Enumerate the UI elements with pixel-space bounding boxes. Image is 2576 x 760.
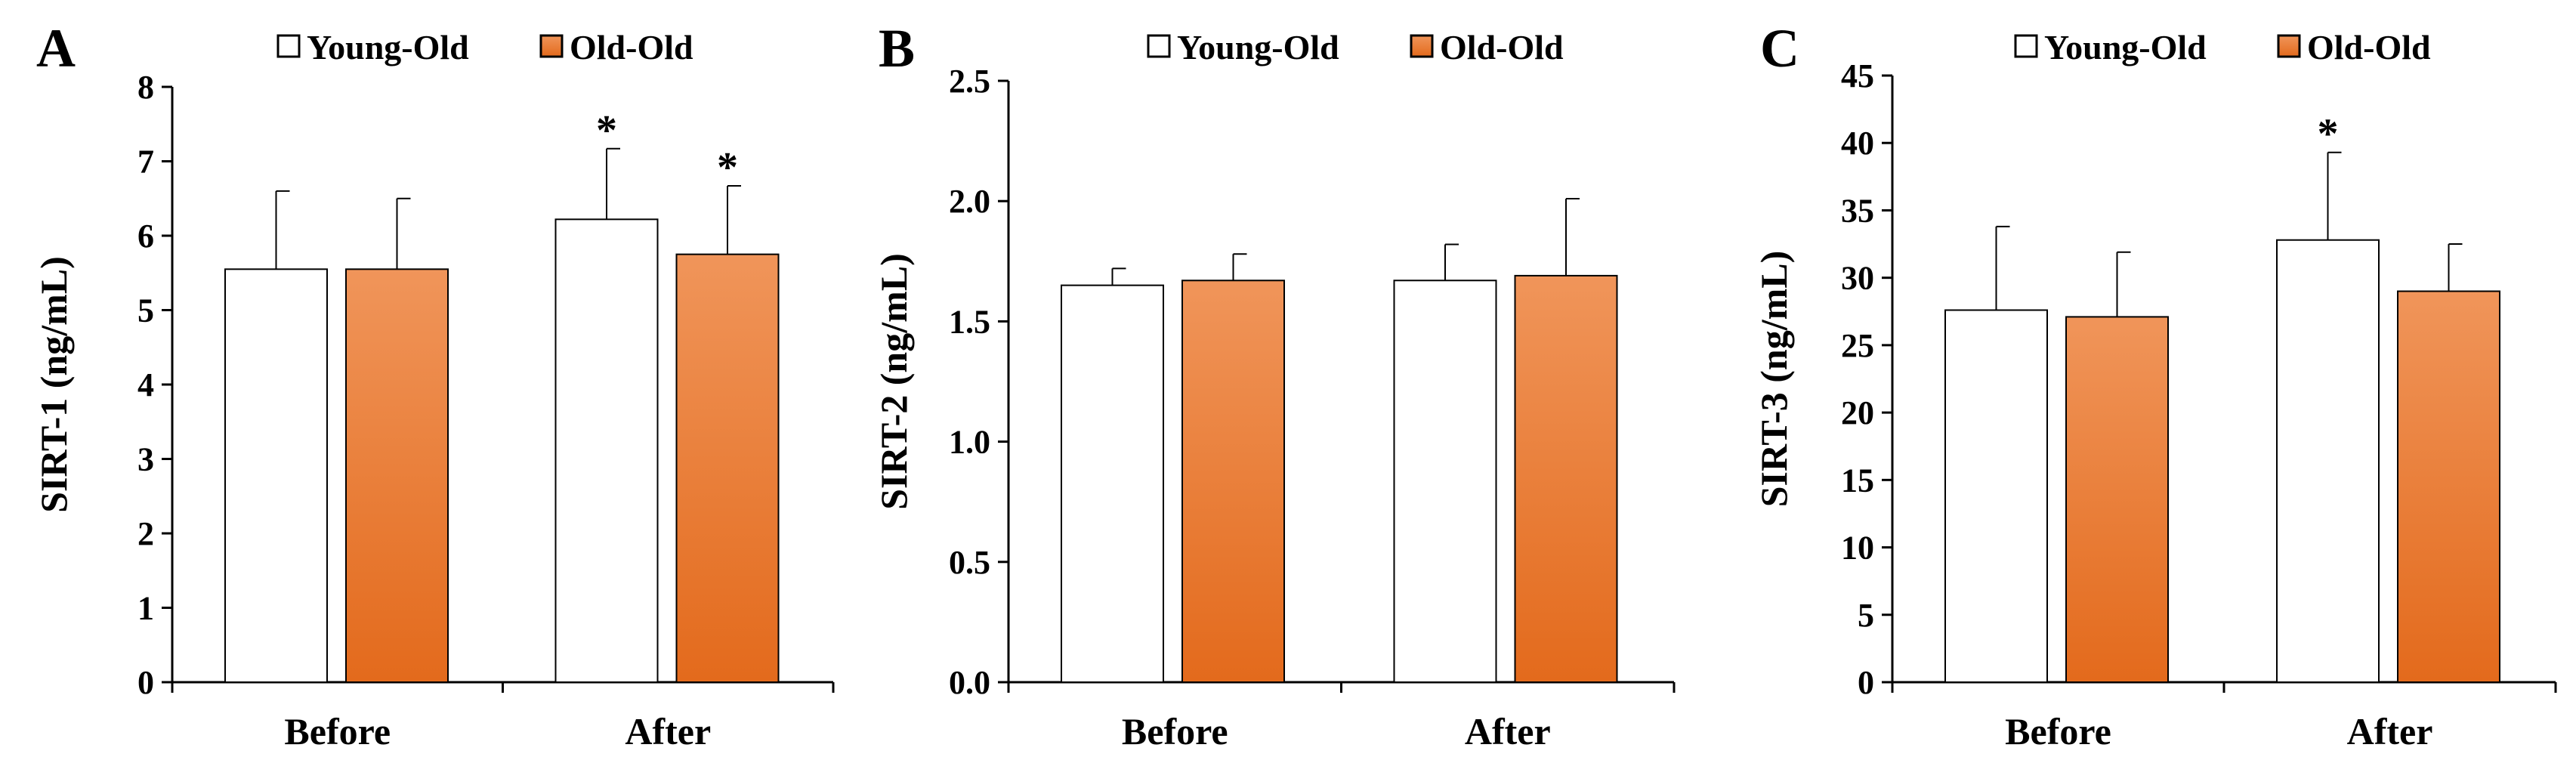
significance-mark: * bbox=[717, 144, 738, 191]
y-axis-label: SIRT-3 (ng/mL) bbox=[1753, 251, 1795, 508]
legend-swatch-old-old bbox=[2277, 34, 2301, 58]
y-tick-label: 0.5 bbox=[949, 544, 990, 581]
x-tick-label-after: After bbox=[1465, 710, 1551, 752]
legend-label-young-old: Young-Old bbox=[1177, 28, 1339, 66]
x-tick-label-before: Before bbox=[2005, 710, 2111, 752]
y-tick-label: 1.5 bbox=[949, 303, 990, 340]
panel-letter: A bbox=[36, 18, 76, 79]
y-tick-label: 5 bbox=[1858, 597, 1874, 634]
bar-young-old-before bbox=[224, 268, 328, 683]
legend-swatch-young-old bbox=[2014, 34, 2038, 58]
y-tick-label: 2.5 bbox=[949, 63, 990, 100]
y-tick-label: 25 bbox=[1841, 327, 1874, 364]
legend: Young-Old Old-Old bbox=[2014, 28, 2431, 66]
y-tick-label: 0.0 bbox=[949, 664, 990, 701]
x-tick-label-before: Before bbox=[1122, 710, 1228, 752]
y-tick-label: 2 bbox=[137, 515, 154, 552]
bar-old-old-before bbox=[345, 268, 449, 683]
y-tick-label: 2.0 bbox=[949, 183, 990, 220]
panel-letter: C bbox=[1760, 18, 1799, 79]
bar-young-old-after bbox=[554, 218, 659, 683]
x-tick-label-after: After bbox=[625, 710, 711, 752]
bar-old-old-before bbox=[1181, 280, 1285, 684]
panel-letter: B bbox=[879, 18, 915, 79]
y-tick-label: 30 bbox=[1841, 260, 1874, 297]
legend-swatch-old-old bbox=[1410, 34, 1434, 58]
y-axis-label: SIRT-1 (ng/mL) bbox=[32, 256, 75, 513]
legend-label-young-old: Young-Old bbox=[307, 28, 469, 66]
y-tick-label: 7 bbox=[137, 144, 154, 181]
significance-mark: * bbox=[596, 107, 617, 154]
y-axis-label: SIRT-2 (ng/mL) bbox=[873, 253, 915, 510]
legend-swatch-young-old bbox=[276, 34, 301, 58]
bar-old-old-after bbox=[1514, 274, 1618, 683]
x-tick-label-after: After bbox=[2347, 710, 2433, 752]
bar-old-old-after bbox=[2397, 290, 2500, 683]
y-tick-label: 35 bbox=[1841, 192, 1874, 229]
legend-label-old-old: Old-Old bbox=[1440, 28, 1564, 66]
y-tick-label: 40 bbox=[1841, 125, 1874, 162]
bar-old-old-before bbox=[2065, 316, 2169, 683]
y-tick-label: 5 bbox=[137, 292, 154, 329]
bar-young-old-after bbox=[2276, 239, 2380, 683]
legend-swatch-old-old bbox=[539, 34, 564, 58]
chart-panel-b: B Young-Old Old-Old SIRT-2 (ng/mL) 0.0 0.5 1.0… bbox=[873, 18, 1676, 752]
bar-young-old-before bbox=[1944, 309, 2048, 683]
y-tick-label: 8 bbox=[137, 69, 154, 106]
legend-label-young-old: Young-Old bbox=[2044, 28, 2207, 66]
y-tick-label: 20 bbox=[1841, 394, 1874, 431]
bar-young-old-after bbox=[1393, 280, 1497, 684]
y-tick-label: 3 bbox=[137, 441, 154, 478]
y-tick-label: 0 bbox=[137, 664, 154, 701]
y-tick-label: 10 bbox=[1841, 530, 1874, 567]
legend: Young-Old Old-Old bbox=[276, 28, 693, 66]
significance-mark: * bbox=[2318, 111, 2339, 158]
y-tick-label: 1 bbox=[137, 590, 154, 627]
legend-label-old-old: Old-Old bbox=[570, 28, 693, 66]
chart-panel-c: C Young-Old Old-Old SIRT-3 (ng/mL) 0 5 10 15 20 2… bbox=[1753, 18, 2557, 752]
y-tick-label: 1.0 bbox=[949, 424, 990, 461]
legend-swatch-young-old bbox=[1147, 34, 1171, 58]
y-tick-label: 15 bbox=[1841, 462, 1874, 499]
legend: Young-Old Old-Old bbox=[1147, 28, 1564, 66]
x-tick-label-before: Before bbox=[284, 710, 391, 752]
y-tick-label: 6 bbox=[137, 218, 154, 255]
bar-old-old-after bbox=[675, 253, 780, 683]
y-tick-label: 4 bbox=[137, 366, 154, 403]
bar-young-old-before bbox=[1061, 284, 1164, 683]
y-tick-label: 0 bbox=[1858, 664, 1874, 701]
chart-panel-a: A Young-Old Old-Old SIRT-1 (ng/mL) 0 1 2 3 4 5 6 7 8… bbox=[32, 18, 835, 752]
y-tick-label: 45 bbox=[1841, 57, 1874, 94]
legend-label-old-old: Old-Old bbox=[2307, 28, 2431, 66]
